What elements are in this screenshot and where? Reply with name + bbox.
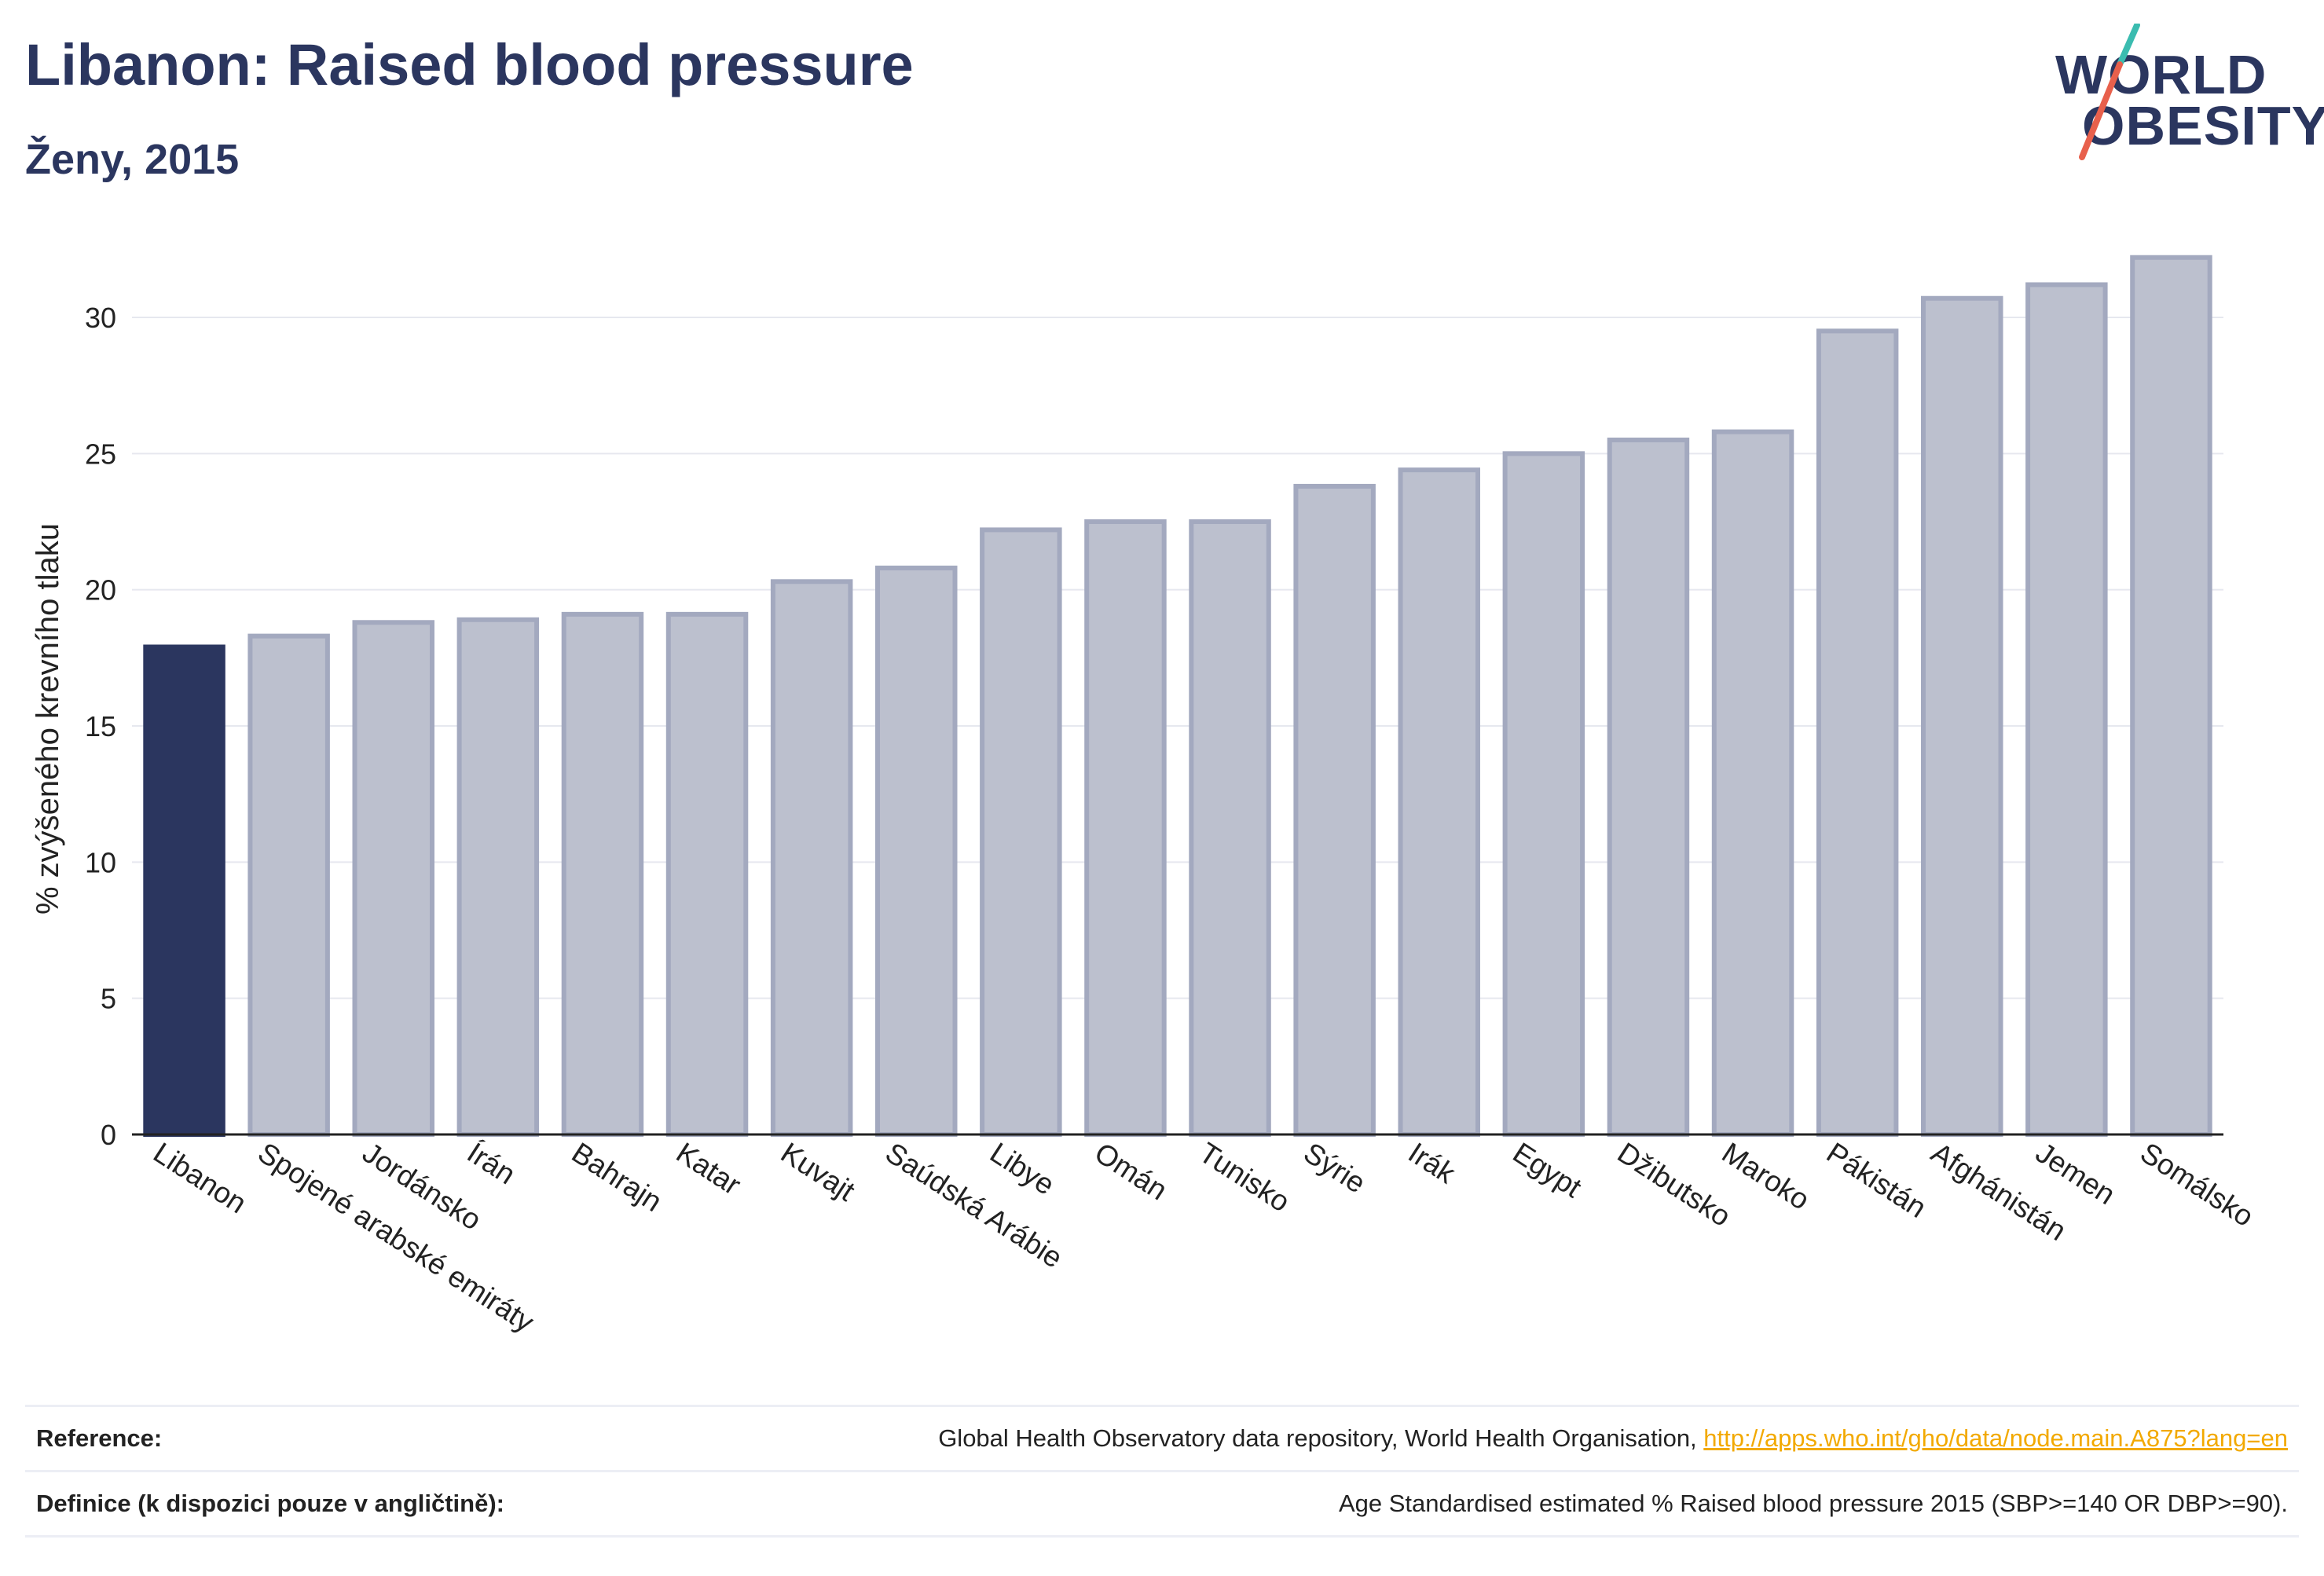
bar (875, 565, 958, 1137)
footer: Reference: Global Health Observatory dat… (25, 1405, 2299, 1538)
bar (665, 611, 749, 1137)
bar (1816, 328, 1899, 1138)
chart-subtitle: Ženy, 2015 (25, 136, 240, 183)
x-tick-label: Katar (671, 1136, 747, 1201)
bar (980, 527, 1062, 1137)
x-tick-label: Irák (1402, 1136, 1461, 1189)
y-tick-label: 5 (101, 983, 116, 1015)
definition-value: Age Standardised estimated % Raised bloo… (1338, 1490, 2288, 1517)
chart-title: Libanon: Raised blood pressure (25, 32, 914, 97)
y-tick-label: 20 (85, 574, 116, 607)
x-tick-label: Jemen (2030, 1136, 2121, 1211)
y-tick-label: 0 (101, 1119, 116, 1151)
x-tick-label: Saúdská Arábie (880, 1136, 1069, 1274)
reference-text: Global Health Observatory data repositor… (938, 1424, 1704, 1452)
x-tick-label: Libanon (148, 1136, 252, 1219)
x-tick-label: Kuvajt (775, 1136, 861, 1208)
bar-highlighted (143, 644, 225, 1137)
reference-label: Reference: (36, 1424, 163, 1452)
bar (1293, 483, 1376, 1137)
y-tick-labels: 0 5 10 15 20 25 30 (85, 302, 116, 1151)
bar (770, 579, 853, 1137)
bar (2130, 255, 2212, 1138)
x-tick-label: Bahrajn (566, 1136, 668, 1218)
bar (1711, 429, 1794, 1137)
y-tick-label: 15 (85, 710, 116, 742)
bar-chart: 0 5 10 15 20 25 30 Libanon Spojené arabské emir… (31, 255, 2260, 1339)
x-tick-label: Egypt (1507, 1136, 1587, 1204)
reference-link[interactable]: http://apps.who.int/gho/data/node.main.A… (1703, 1424, 2288, 1452)
x-tick-label: Omán (1089, 1136, 1173, 1206)
x-tick-label: Sýrie (1298, 1136, 1371, 1199)
grid-lines (132, 317, 2223, 999)
y-axis-label: % zvýšeného krevního tlaku (31, 523, 65, 914)
bar (1502, 451, 1585, 1137)
bar (247, 633, 330, 1137)
reference-value: Global Health Observatory data repositor… (938, 1424, 2288, 1453)
x-tick-label: Írán (461, 1136, 521, 1190)
y-tick-label: 25 (85, 438, 116, 470)
reference-row: Reference: Global Health Observatory dat… (25, 1405, 2299, 1470)
world-obesity-logo: WORLD OBESITY (2051, 24, 2324, 165)
bars (143, 255, 2212, 1138)
y-tick-label: 30 (85, 302, 116, 334)
bar (561, 611, 644, 1137)
definition-row: Definice (k dispozici pouze v angličtině… (25, 1470, 2299, 1538)
x-tick-labels: Libanon Spojené arabské emirátyJordánskoÍ… (148, 1136, 2259, 1339)
x-tick-label: Tunisko (1193, 1136, 1296, 1218)
bar (352, 620, 434, 1137)
x-tick-label: Libye (984, 1136, 1061, 1201)
logo-text-world: WORLD (2055, 44, 2267, 105)
bar (1607, 438, 1690, 1137)
bar (1398, 467, 1480, 1137)
definition-label: Definice (k dispozici pouze v angličtině… (36, 1490, 504, 1517)
x-tick-label: Somálsko (2135, 1136, 2260, 1233)
bar (456, 617, 540, 1137)
x-tick-label: Pákistán (1821, 1136, 1932, 1224)
logo-slash-icon (2079, 24, 2140, 160)
bar (1921, 295, 2003, 1138)
y-tick-label: 10 (85, 846, 116, 878)
bar (1084, 519, 1167, 1137)
bar (2025, 282, 2108, 1137)
bar (1189, 519, 1271, 1137)
logo-text-obesity: OBESITY (2082, 95, 2324, 156)
x-tick-label: Džibutsko (1612, 1136, 1737, 1233)
